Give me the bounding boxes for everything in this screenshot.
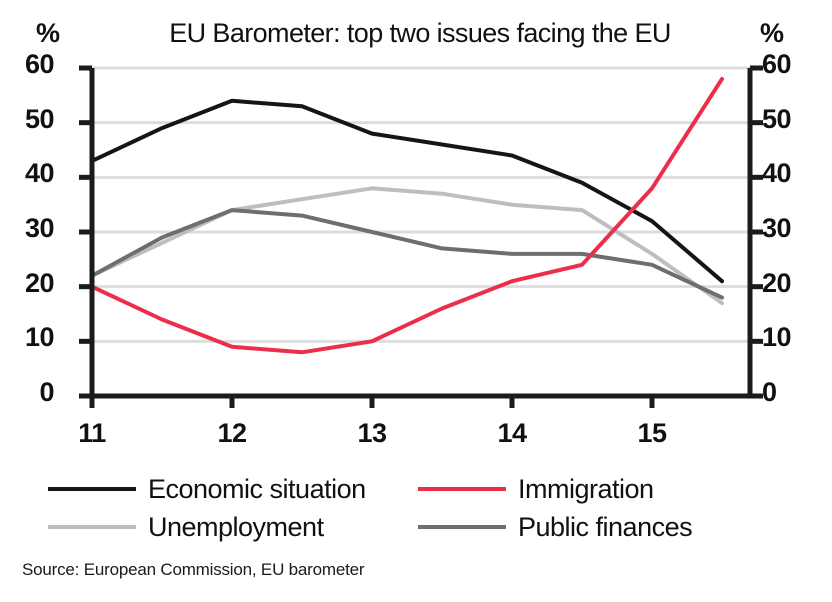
- chart-title: EU Barometer: top two issues facing the …: [169, 18, 671, 48]
- legend-label: Unemployment: [148, 511, 324, 542]
- y-axis-left-tick-label: 10: [24, 322, 55, 353]
- y-axis-right-tick-label: 40: [762, 158, 792, 189]
- y-axis-right-tick-label: 0: [762, 377, 777, 407]
- y-axis-right-tick-label: 20: [762, 267, 792, 298]
- y-axis-left-tick-label: 0: [39, 377, 54, 407]
- legend-line-swatch-icon: [418, 525, 506, 529]
- legend-label: Public finances: [518, 511, 693, 542]
- legend-row: Unemployment Public finances: [48, 508, 788, 546]
- y-axis-right-tick-label: 30: [762, 213, 792, 243]
- legend-label: Economic situation: [148, 473, 366, 504]
- series-line-unemployment: [90, 186, 724, 306]
- y-axis-left-tick-label: 40: [24, 158, 55, 189]
- x-axis-tick-label: 13: [357, 418, 387, 448]
- legend-entry-unemployment[interactable]: Unemployment: [48, 512, 418, 543]
- legend-label: Immigration: [518, 473, 654, 504]
- gridlines-group: [92, 66, 750, 343]
- source-note: Source: European Commission, EU baromete…: [22, 560, 365, 579]
- series-group: [90, 76, 724, 355]
- legend-line-swatch-icon: [48, 525, 136, 529]
- legend-row: Economic situation Immigration: [48, 470, 788, 508]
- y-axis-left-tick-label: 20: [24, 267, 55, 298]
- series-line-immigration: [90, 76, 724, 355]
- y-axis-right-tick-label: 10: [762, 322, 792, 353]
- left-axis-unit-label: %: [36, 18, 60, 48]
- x-axis-tick-label: 12: [217, 418, 247, 448]
- legend-entry-economic-situation[interactable]: Economic situation: [48, 474, 418, 505]
- x-axis-tick-label: 11: [78, 418, 106, 448]
- x-axis-tick-label: 15: [637, 418, 667, 448]
- series-line-economic-situation: [90, 98, 724, 284]
- legend-line-swatch-icon: [48, 487, 136, 491]
- legend-entry-immigration[interactable]: Immigration: [418, 474, 788, 505]
- y-axis-right-tick-label: 50: [762, 103, 792, 134]
- series-line-public-finances: [90, 208, 724, 300]
- y-axis-left-tick-label: 60: [24, 49, 55, 79]
- right-axis-unit-label: %: [760, 18, 784, 48]
- axis-lines-group: [79, 65, 763, 408]
- y-axis-left-tick-label: 50: [24, 103, 55, 134]
- x-axis-tick-label: 14: [497, 418, 527, 448]
- y-axis-left-tick-label: 30: [24, 213, 55, 243]
- chart-legend: Economic situation Immigration Unemploymen…: [48, 470, 788, 546]
- y-axis-right-tick-label: 60: [762, 49, 792, 79]
- legend-line-swatch-icon: [418, 487, 506, 491]
- legend-entry-public-finances[interactable]: Public finances: [418, 512, 788, 543]
